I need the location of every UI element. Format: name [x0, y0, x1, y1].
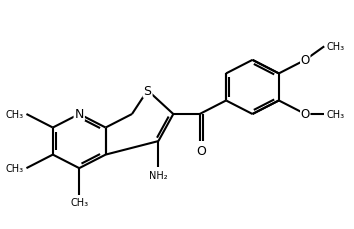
Text: N: N: [75, 108, 84, 121]
Text: O: O: [301, 54, 310, 67]
Text: CH₃: CH₃: [6, 164, 24, 173]
Text: CH₃: CH₃: [327, 42, 345, 52]
Text: CH₃: CH₃: [327, 109, 345, 120]
Text: S: S: [144, 85, 152, 97]
Text: CH₃: CH₃: [70, 197, 88, 207]
Text: O: O: [196, 145, 206, 158]
Text: NH₂: NH₂: [149, 170, 168, 180]
Text: CH₃: CH₃: [6, 109, 24, 120]
Text: O: O: [301, 108, 310, 121]
